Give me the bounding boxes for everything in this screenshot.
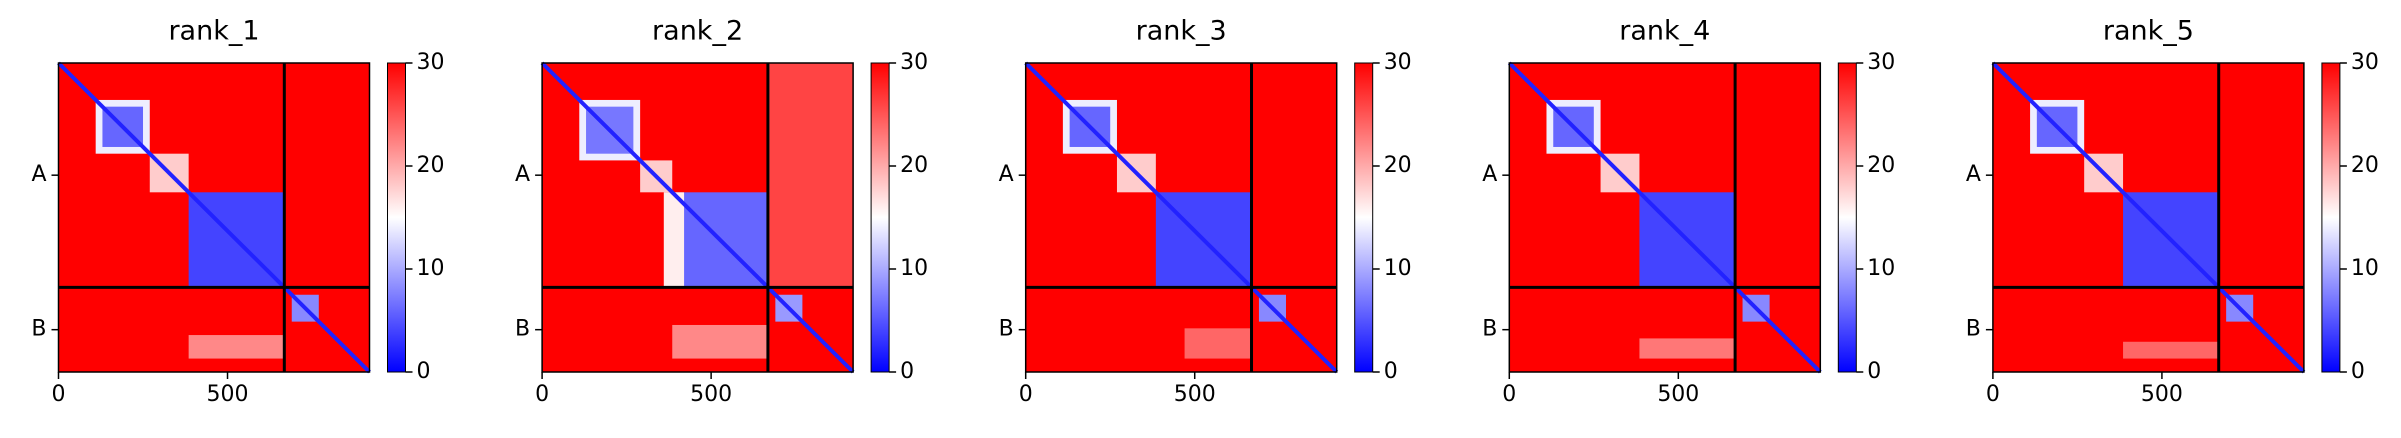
heatmap-cell bbox=[1184, 328, 1252, 359]
heatmap-cell bbox=[663, 192, 685, 288]
colorbar-tick-label: 0 bbox=[900, 359, 914, 384]
diagonal bbox=[1507, 61, 1822, 374]
colorbar-tick-label: 10 bbox=[1867, 256, 1895, 281]
heatmap-cell bbox=[2123, 341, 2219, 359]
panel-title: rank_4 bbox=[1619, 16, 1710, 47]
panel-title: rank_2 bbox=[652, 16, 743, 47]
y-tick-label: B bbox=[1482, 317, 1497, 342]
x-tick-label: 500 bbox=[207, 382, 249, 407]
y-tick-label: A bbox=[1482, 162, 1497, 187]
panel-title: rank_5 bbox=[2103, 16, 2194, 47]
x-tick-label: 0 bbox=[1502, 382, 1516, 407]
heatmap-cell bbox=[767, 63, 854, 288]
colorbar-tick-label: 10 bbox=[417, 256, 445, 281]
heatmap-cell bbox=[1639, 338, 1736, 359]
x-tick-label: 0 bbox=[1986, 382, 2000, 407]
diagonal bbox=[540, 61, 855, 374]
colorbar-tick-label: 30 bbox=[1384, 50, 1412, 75]
x-tick-label: 500 bbox=[1174, 382, 1216, 407]
diagonal bbox=[1991, 61, 2306, 374]
axes-frame bbox=[1024, 62, 1338, 373]
colorbar-tick-label: 30 bbox=[2351, 50, 2379, 75]
y-tick-label: A bbox=[515, 162, 530, 187]
colorbar-tick-label: 30 bbox=[900, 50, 928, 75]
y-tick-label: B bbox=[1966, 317, 1981, 342]
axes-frame bbox=[57, 62, 371, 373]
colorbar bbox=[1354, 62, 1374, 373]
colorbar-tick-label: 10 bbox=[1384, 256, 1412, 281]
y-tick-label: B bbox=[31, 317, 46, 342]
colorbar bbox=[2321, 62, 2341, 373]
colorbar-tick-label: 20 bbox=[2351, 153, 2379, 178]
colorbar-tick-label: 10 bbox=[2351, 256, 2379, 281]
colorbar-tick-label: 10 bbox=[900, 256, 928, 281]
colorbar-tick-label: 20 bbox=[417, 153, 445, 178]
x-tick-label: 500 bbox=[1657, 382, 1699, 407]
y-tick-label: B bbox=[515, 317, 530, 342]
colorbar-tick-label: 0 bbox=[417, 359, 431, 384]
panel-title: rank_3 bbox=[1136, 16, 1227, 47]
diagonal bbox=[1024, 61, 1339, 374]
colorbar-tick-label: 0 bbox=[1867, 359, 1881, 384]
x-tick-label: 500 bbox=[690, 382, 732, 407]
colorbar bbox=[387, 62, 406, 373]
colorbar-tick-label: 0 bbox=[1384, 359, 1398, 384]
x-tick-label: 0 bbox=[535, 382, 549, 407]
colorbar-tick-label: 20 bbox=[1384, 153, 1412, 178]
colorbar-tick-label: 30 bbox=[1867, 50, 1895, 75]
colorbar-tick-label: 20 bbox=[900, 153, 928, 178]
panel-title: rank_1 bbox=[168, 16, 259, 47]
colorbar-tick-label: 0 bbox=[2351, 359, 2365, 384]
diagonal bbox=[57, 61, 371, 374]
heatmap-cell bbox=[672, 324, 768, 359]
axes-frame bbox=[541, 62, 854, 373]
colorbar-tick-label: 30 bbox=[417, 50, 445, 75]
y-tick-label: A bbox=[31, 162, 46, 187]
x-tick-label: 0 bbox=[52, 382, 66, 407]
y-tick-label: A bbox=[1966, 162, 1981, 187]
axes-frame bbox=[1992, 62, 2305, 373]
colorbar bbox=[1837, 62, 1857, 373]
x-tick-label: 500 bbox=[2141, 382, 2183, 407]
colorbar-tick-label: 20 bbox=[1867, 153, 1895, 178]
colorbar bbox=[870, 62, 890, 373]
y-tick-label: B bbox=[999, 317, 1014, 342]
x-tick-label: 0 bbox=[1019, 382, 1033, 407]
axes-frame bbox=[1508, 62, 1822, 373]
heatmap-cell bbox=[188, 335, 285, 359]
y-tick-label: A bbox=[999, 162, 1014, 187]
